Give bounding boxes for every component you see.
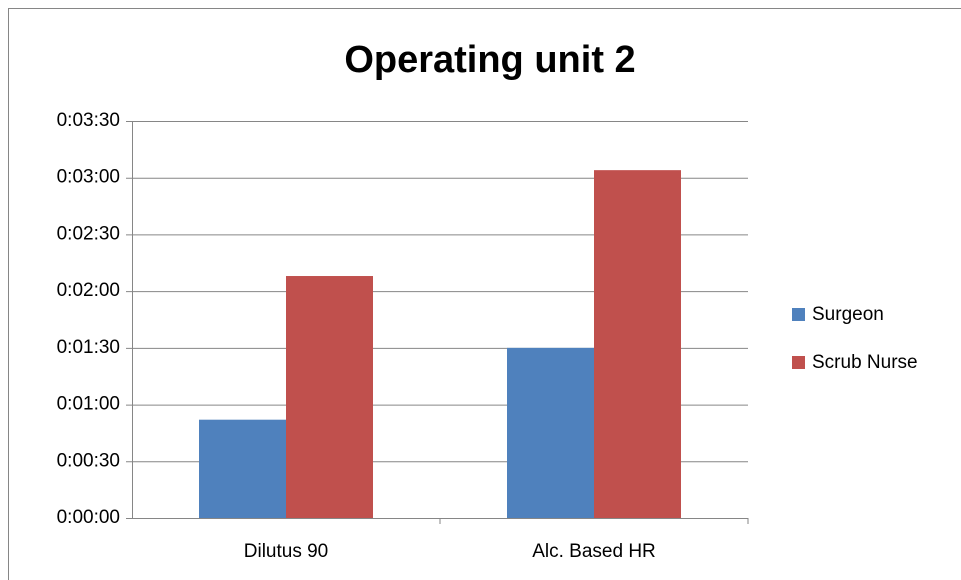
legend-label: Scrub Nurse [812,352,918,373]
y-tick-label: 0:02:30 [57,223,120,244]
bar [594,170,681,518]
y-tick-label: 0:03:30 [57,110,120,131]
y-tick-label: 0:03:00 [57,167,120,188]
bar [507,347,594,518]
y-tick-label: 0:01:30 [57,337,120,358]
legend-swatch [792,308,805,321]
x-tick-label: Dilutus 90 [244,541,329,562]
chart-frame [8,8,961,580]
x-tick-label: Alc. Based HR [532,541,656,562]
legend-swatch [792,356,805,369]
bar [199,419,286,518]
legend-label: Surgeon [812,304,884,325]
y-tick-label: 0:01:00 [57,394,120,415]
bar [286,276,373,518]
y-tick-label: 0:00:00 [57,507,120,528]
y-tick-label: 0:00:30 [57,450,120,471]
chart-title: Operating unit 2 [344,39,635,81]
y-tick-label: 0:02:00 [57,280,120,301]
